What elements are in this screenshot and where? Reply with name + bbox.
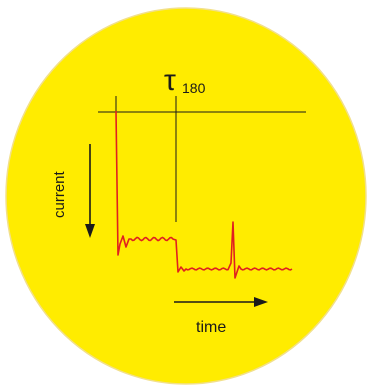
tau-subscript: 180 [182, 80, 206, 96]
current-trace [115, 110, 293, 279]
current-arrow-head [85, 224, 95, 238]
tau-symbol: τ [164, 64, 176, 97]
x-axis-label: time [196, 319, 226, 336]
y-axis-label: current [51, 170, 68, 218]
time-arrow-head [254, 297, 268, 307]
background-disc [5, 7, 367, 385]
